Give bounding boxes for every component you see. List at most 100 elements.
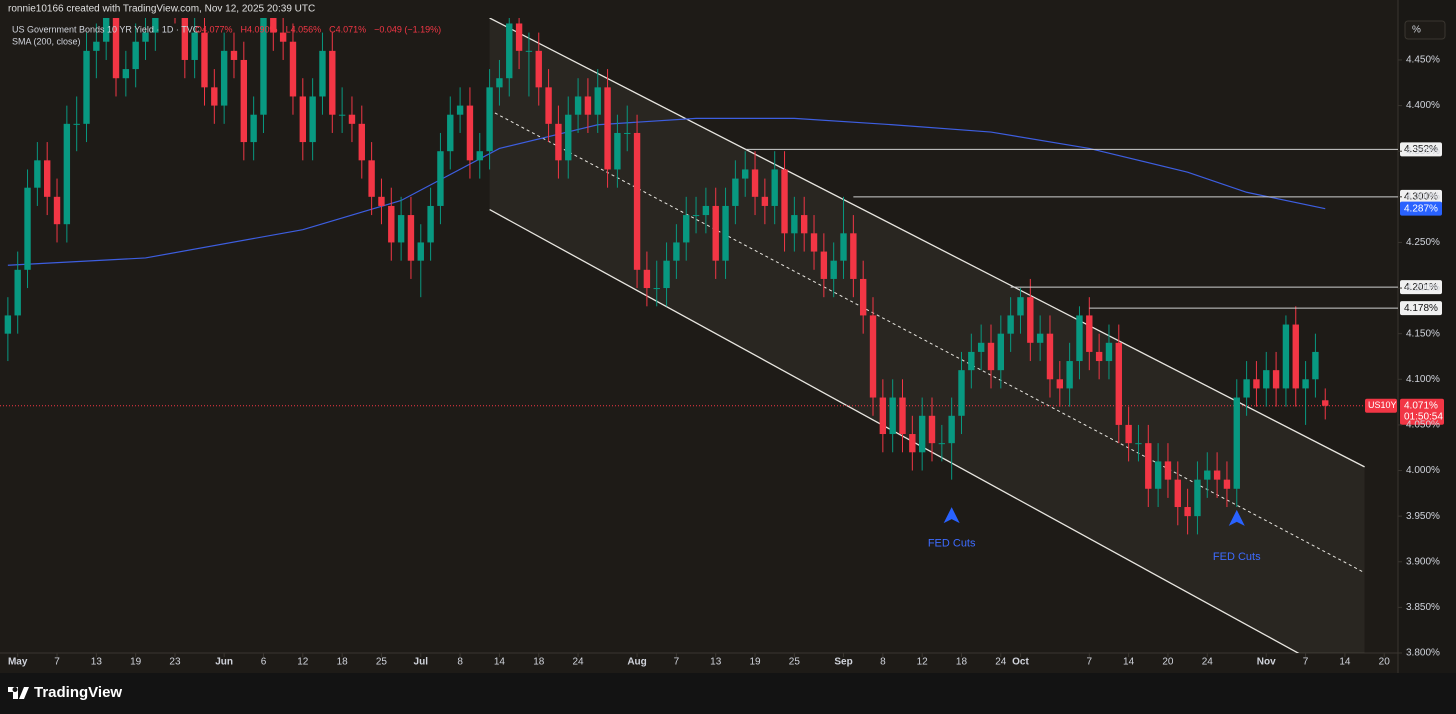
- plot: [0, 18, 1398, 653]
- candle-body: [810, 233, 818, 252]
- x-tick-label: 18: [956, 657, 968, 668]
- candle-body: [34, 160, 41, 188]
- x-tick-label: 19: [749, 657, 761, 668]
- y-tick-label: 4.350%: [1406, 146, 1440, 157]
- candle-body: [1204, 470, 1211, 480]
- candle-body: [722, 205, 729, 261]
- candle-body: [417, 242, 424, 261]
- candle-body: [869, 315, 877, 398]
- candle-body: [1095, 351, 1103, 362]
- x-tick-label: 7: [54, 657, 60, 668]
- candle-body: [152, 18, 159, 33]
- candle-body: [614, 132, 621, 170]
- candle-body: [211, 87, 218, 106]
- candle-body: [742, 169, 749, 179]
- channel-upper: [489, 18, 1365, 468]
- ohlc-value: −0.049 (−1.19%): [374, 24, 441, 34]
- candle-body: [368, 160, 375, 197]
- ohlc-value: O4.077%: [195, 24, 233, 34]
- candle-body: [771, 169, 778, 206]
- candle-body: [712, 205, 719, 261]
- candle-body: [1213, 470, 1221, 480]
- candle-body: [506, 23, 513, 79]
- candle-body: [73, 123, 80, 125]
- candle-body: [122, 69, 130, 79]
- candle-body: [909, 434, 916, 453]
- candle-body: [565, 114, 572, 161]
- y-tick-label: 4.200%: [1406, 283, 1440, 294]
- candle-body: [977, 342, 985, 352]
- candle-body: [663, 260, 670, 289]
- y-tick-label: 3.900%: [1406, 556, 1440, 567]
- candle-body: [63, 123, 71, 225]
- x-tick-label: Aug: [627, 657, 646, 668]
- candle-body: [181, 18, 189, 60]
- level-label: 4.300%: [1404, 191, 1438, 202]
- candle-body: [1302, 379, 1309, 389]
- candle-body: [250, 114, 257, 143]
- candle-body: [751, 169, 759, 197]
- ohlc-value: L4.056%: [286, 24, 322, 34]
- candle-body: [820, 251, 828, 279]
- footer: [0, 673, 1456, 714]
- channel-fill: [489, 18, 1365, 653]
- candle-body: [1145, 443, 1152, 489]
- scale-button[interactable]: [1404, 20, 1446, 40]
- y-tick-label: 4.450%: [1406, 55, 1440, 66]
- candle-body: [1272, 370, 1280, 389]
- candle-body: [732, 178, 739, 206]
- x-tick-label: 18: [337, 657, 349, 668]
- x-tick-label: Nov: [1257, 657, 1276, 668]
- level-label: 4.352%: [1404, 144, 1438, 155]
- x-tick-label: 14: [1123, 657, 1135, 668]
- level-label-box: [1400, 280, 1442, 295]
- candle-body: [319, 50, 326, 97]
- candle-body: [1233, 397, 1240, 489]
- candle-body: [918, 415, 926, 453]
- scale-button-label[interactable]: %: [1412, 25, 1421, 36]
- x-tick-label: 7: [1087, 657, 1093, 668]
- candle-body: [191, 32, 198, 60]
- candle-body: [496, 78, 503, 88]
- x-tick-label: Oct: [1012, 657, 1029, 668]
- symbol-box: [1365, 398, 1397, 413]
- y-tick-label: 3.950%: [1406, 511, 1440, 522]
- candle-body: [1174, 479, 1181, 508]
- candle-body: [525, 50, 533, 52]
- y-tick-label: 4.150%: [1406, 328, 1440, 339]
- x-tick-label: 8: [880, 657, 886, 668]
- logo: [8, 687, 29, 699]
- credit: ronnie10166 created with TradingView.com…: [8, 4, 315, 15]
- candle-body: [889, 397, 896, 435]
- level-label-box: [1400, 142, 1442, 157]
- x-tick-label: 12: [917, 657, 929, 668]
- candle-body: [397, 215, 405, 243]
- annotation-text: FED Cuts: [1213, 551, 1261, 563]
- candle-body: [643, 269, 651, 289]
- x-tick-label: Sep: [834, 657, 852, 668]
- x-tick-label: 25: [789, 657, 801, 668]
- x-tick-label: 13: [710, 657, 722, 668]
- x-tick-label: 20: [1379, 657, 1391, 668]
- candle-body: [358, 123, 365, 161]
- annotation-text: FED Cuts: [928, 537, 976, 549]
- candle-body: [1105, 342, 1113, 362]
- ohlc-value: H4.090%: [241, 24, 278, 34]
- candle-body: [299, 96, 306, 143]
- x-tick-label: 12: [297, 657, 309, 668]
- candle-body: [840, 233, 847, 261]
- x-tick-label: 14: [494, 657, 506, 668]
- candle-body: [584, 96, 592, 115]
- candle-body: [1312, 351, 1319, 380]
- channel-lower: [489, 209, 1300, 653]
- level-label: 4.178%: [1404, 303, 1438, 314]
- candle-body: [142, 32, 149, 42]
- candle-body: [1115, 342, 1122, 425]
- candle-body: [1036, 333, 1044, 343]
- candle-body: [1282, 324, 1290, 389]
- candle-body: [132, 41, 139, 70]
- countdown: 01:50:54: [1404, 411, 1443, 422]
- candle-body: [545, 87, 552, 124]
- candle-body: [879, 397, 887, 435]
